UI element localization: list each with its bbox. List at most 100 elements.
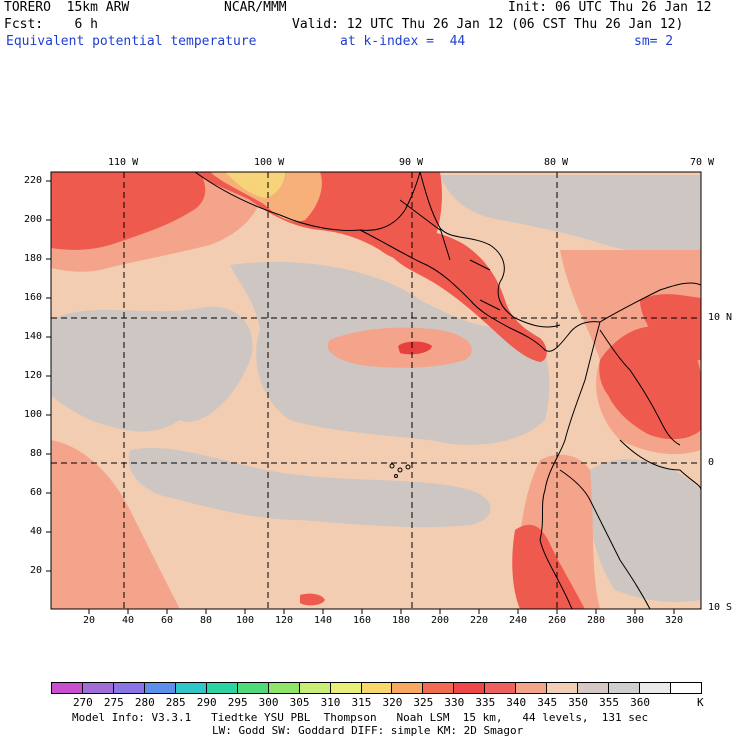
x-tick-260: 260 (547, 615, 567, 626)
coastline-south-america (539, 321, 601, 609)
y-tick-180: 180 (24, 253, 43, 264)
colorbar-swatch (174, 682, 207, 694)
colorbar-swatch (391, 682, 424, 694)
x-tick-220: 220 (469, 615, 489, 626)
colorbar-label: 345 (537, 696, 558, 709)
gray-region-west (51, 306, 253, 432)
border-central-america-1 (399, 199, 501, 311)
x-tick-200: 200 (430, 615, 450, 626)
colorbar-swatch (670, 682, 702, 694)
lon-label-70w: 70 W (690, 157, 715, 168)
colorbar-label: 315 (351, 696, 372, 709)
colorbar-swatch (453, 682, 486, 694)
colorbar-swatch (639, 682, 672, 694)
red-region-northeast (640, 294, 701, 361)
colorbar-swatch (205, 682, 238, 694)
colorbar-label: 330 (444, 696, 465, 709)
border-south-america-2 (559, 469, 651, 609)
colorbar-swatch (484, 682, 517, 694)
gray-region-south (128, 447, 491, 528)
colorbar-swatch (329, 682, 362, 694)
lon-label-90w: 90 W (399, 157, 424, 168)
colorbar-swatch (577, 682, 610, 694)
colorbar-swatch (608, 682, 641, 694)
colorbar-swatch (298, 682, 331, 694)
border-south-america-1 (619, 439, 701, 491)
lon-label-80w: 80 W (544, 157, 569, 168)
y-tick-200: 200 (24, 214, 43, 225)
galapagos-island-2 (397, 467, 403, 473)
x-tick-180: 180 (391, 615, 411, 626)
x-tick-20: 20 (82, 615, 96, 626)
coastline-caribbean (419, 172, 561, 328)
y-tick-40: 40 (30, 526, 43, 537)
colorbar-swatch (546, 682, 579, 694)
y-tick-80: 80 (30, 448, 43, 459)
x-tick-160: 160 (352, 615, 372, 626)
model-info-line2: LW: Godd SW: Goddard DIFF: simple KM: 2D… (212, 724, 524, 737)
colorbar-label: 310 (320, 696, 341, 709)
x-tick-280: 280 (586, 615, 606, 626)
colorbar-label: 285 (165, 696, 186, 709)
colorbar-swatch (267, 682, 300, 694)
colorbar-swatch (112, 682, 145, 694)
x-tick-320: 320 (664, 615, 684, 626)
colorbar-swatch (422, 682, 455, 694)
x-tick-240: 240 (508, 615, 528, 626)
colorbar-label: 280 (134, 696, 155, 709)
lat-label-10n: 10 N (708, 312, 733, 323)
x-tick-120: 120 (274, 615, 294, 626)
model-title: TORERO 15km ARW (4, 0, 130, 15)
smoothing-label: sm= 2 (634, 34, 674, 49)
colorbar-swatch (236, 682, 269, 694)
colorbar-label: 295 (227, 696, 248, 709)
colorbar-swatch (143, 682, 176, 694)
field-name: Equivalent potential temperature (6, 34, 257, 49)
x-tick-60: 60 (160, 615, 174, 626)
colorbar-label: 325 (413, 696, 434, 709)
colorbar-label: 355 (599, 696, 620, 709)
forecast-hour: Fcst: 6 h (4, 17, 98, 32)
y-tick-20: 20 (30, 565, 43, 576)
galapagos-island-4 (394, 474, 398, 478)
colorbar-label: 300 (258, 696, 279, 709)
colorbar-label: 320 (382, 696, 403, 709)
colorbar-label: 305 (289, 696, 310, 709)
colorbar-label: 270 (72, 696, 93, 709)
colorbar-swatch (515, 682, 548, 694)
gray-region-north (440, 175, 701, 255)
y-tick-100: 100 (24, 409, 43, 420)
coastline-mexico (194, 172, 421, 231)
x-tick-40: 40 (121, 615, 135, 626)
colorbar-unit: K (697, 696, 704, 709)
colorbar-label: 335 (475, 696, 496, 709)
galapagos-island-3 (405, 464, 411, 470)
y-tick-160: 160 (24, 292, 43, 303)
colorbar-label: 290 (196, 696, 217, 709)
red-region-south-isolated (300, 593, 325, 606)
y-tick-220: 220 (24, 175, 43, 186)
colorbar-label: 350 (568, 696, 589, 709)
colorbar-swatch (51, 682, 83, 694)
border-south-america-3 (599, 329, 681, 446)
y-tick-140: 140 (24, 331, 43, 342)
x-tick-140: 140 (313, 615, 333, 626)
organization-label: NCAR/MMM (224, 0, 287, 15)
y-tick-60: 60 (30, 487, 43, 498)
model-info-line1: Model Info: V3.3.1 Tiedtke YSU PBL Thomp… (72, 711, 649, 724)
red-region-northwest (51, 172, 206, 250)
salmon-region-west (51, 440, 180, 609)
yellow-region-mexico (225, 172, 285, 198)
lon-label-100w: 100 W (254, 157, 285, 168)
colorbar-swatch (81, 682, 114, 694)
x-tick-80: 80 (199, 615, 213, 626)
x-tick-100: 100 (235, 615, 255, 626)
gray-region-southamerica (588, 459, 701, 602)
coastline-north-sa (599, 282, 701, 323)
colorbar-label: 360 (630, 696, 650, 709)
lat-label-10s: 10 S (708, 602, 733, 613)
y-tick-120: 120 (24, 370, 43, 381)
lat-label-0: 0 (708, 457, 715, 468)
red-blob-center (398, 341, 432, 355)
red-region-south-coast (512, 524, 585, 609)
